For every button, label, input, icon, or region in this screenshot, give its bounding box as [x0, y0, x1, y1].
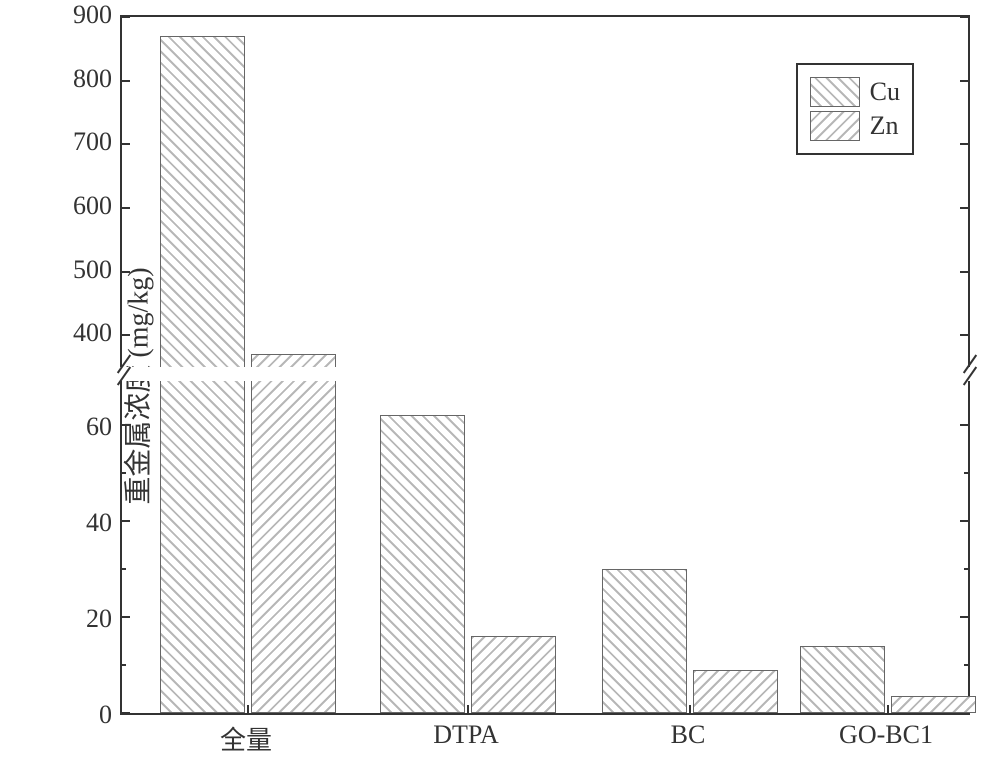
minor-tick: [964, 143, 970, 145]
minor-tick: [120, 143, 126, 145]
minor-tick: [120, 472, 126, 474]
bar-zn: [471, 636, 556, 713]
ytick-label: 600: [52, 191, 112, 221]
legend: Cu Zn: [796, 63, 914, 155]
minor-tick: [964, 664, 970, 666]
minor-tick: [964, 472, 970, 474]
ytick: [960, 616, 970, 618]
ytick: [960, 520, 970, 522]
ytick-label: 40: [52, 508, 112, 538]
bar-cu: [800, 646, 885, 713]
bar-zn: [251, 377, 336, 713]
ytick: [120, 616, 130, 618]
legend-label-cu: Cu: [870, 77, 900, 107]
plot-area: Cu Zn: [120, 15, 970, 715]
xtick-label: GO-BC1: [839, 720, 933, 750]
ytick-label: 20: [52, 604, 112, 634]
chart-container: 重金属浓度 (mg/kg) Cu Zn: [0, 0, 1000, 771]
bar-cu: [160, 36, 245, 367]
xtick: [467, 705, 469, 715]
legend-label-zn: Zn: [870, 111, 899, 141]
bar-zn: [251, 354, 336, 367]
xtick: [887, 705, 889, 715]
ytick-label: 400: [52, 318, 112, 348]
minor-tick: [120, 207, 126, 209]
ytick-label: 500: [52, 255, 112, 285]
minor-tick: [120, 334, 126, 336]
ytick: [120, 16, 130, 18]
minor-tick: [120, 664, 126, 666]
xtick: [689, 705, 691, 715]
bar-cu: [380, 415, 465, 713]
xtick-label: BC: [671, 720, 706, 750]
minor-tick: [964, 207, 970, 209]
minor-tick: [964, 271, 970, 273]
ytick-label: 900: [52, 0, 112, 30]
axis-break-left: [113, 357, 131, 397]
minor-tick: [120, 271, 126, 273]
xtick: [247, 705, 249, 715]
ytick-label: 60: [52, 412, 112, 442]
ytick-label: 800: [52, 64, 112, 94]
ytick-label: 0: [52, 700, 112, 730]
bar-zn: [693, 670, 778, 713]
xtick-label: 全量: [220, 720, 272, 757]
ytick: [960, 424, 970, 426]
minor-tick: [964, 334, 970, 336]
axis-break-gap: [116, 367, 974, 381]
minor-tick: [964, 80, 970, 82]
legend-item-cu: Cu: [810, 77, 900, 107]
legend-swatch-cu: [810, 77, 860, 107]
ytick: [120, 712, 130, 714]
ytick: [960, 16, 970, 18]
xtick-label: DTPA: [433, 720, 499, 750]
minor-tick: [120, 80, 126, 82]
legend-swatch-zn: [810, 111, 860, 141]
bar-cu: [160, 377, 245, 713]
bar-cu: [602, 569, 687, 713]
minor-tick: [120, 568, 126, 570]
ytick: [120, 520, 130, 522]
minor-tick: [964, 568, 970, 570]
bar-zn: [891, 696, 976, 713]
lower-panel: [122, 377, 968, 713]
legend-item-zn: Zn: [810, 111, 900, 141]
ytick-label: 700: [52, 127, 112, 157]
ytick: [120, 424, 130, 426]
axis-break-right: [959, 357, 977, 397]
